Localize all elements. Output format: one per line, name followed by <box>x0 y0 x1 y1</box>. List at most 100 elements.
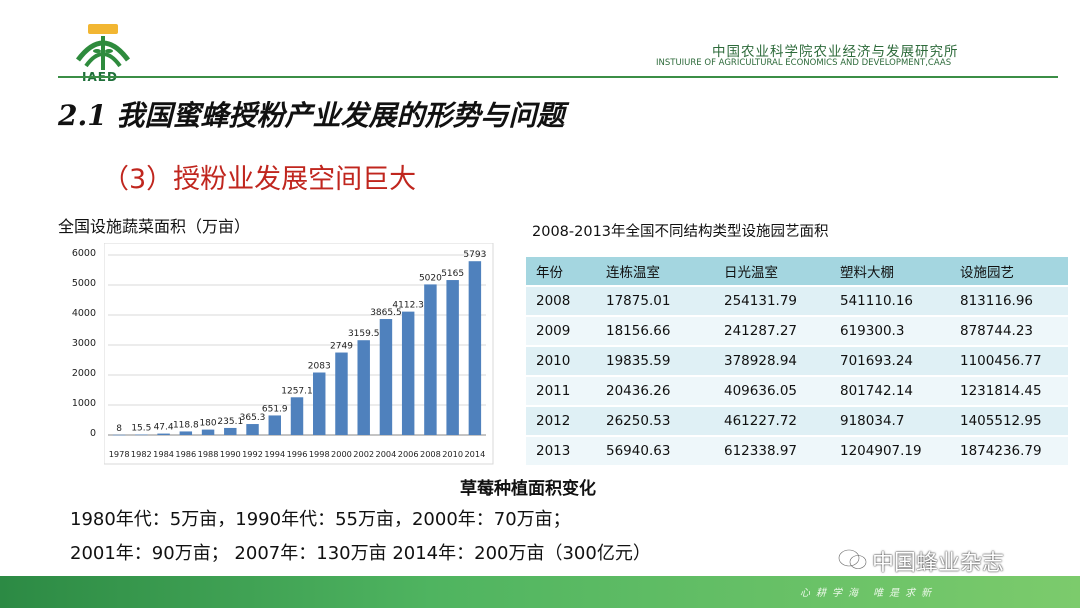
bar-value-label: 4112.3 <box>392 301 424 311</box>
bar-value-label: 8 <box>116 424 122 434</box>
table-cell: 878744.23 <box>950 315 1068 346</box>
bar-value-label: 1257.1 <box>281 386 313 396</box>
bar <box>224 427 237 435</box>
table-cell: 26250.53 <box>596 405 714 436</box>
y-tick-label: 2000 <box>71 368 96 379</box>
bar <box>201 429 215 435</box>
bar <box>468 261 482 435</box>
table-row: 2009 18156.66 241287.27 619300.3 878744.… <box>526 315 1068 346</box>
x-tick-label: 1986 <box>175 449 196 459</box>
x-tick-label: 2008 <box>420 449 441 459</box>
table-caption: 2008-2013年全国不同结构类型设施园艺面积 <box>532 224 829 240</box>
table-cell: 409636.05 <box>714 375 830 406</box>
bar <box>401 311 415 435</box>
x-tick-label: 2004 <box>376 449 397 459</box>
table-cell: 541110.16 <box>830 285 950 316</box>
header-solar-greenhouse: 日光温室 <box>714 257 830 286</box>
bar <box>135 434 148 436</box>
watermark-text: 中国蜂业杂志 <box>872 551 1005 576</box>
table-cell: 813116.96 <box>950 285 1068 316</box>
y-tick-label: 1000 <box>71 398 96 409</box>
wechat-icon <box>838 549 867 570</box>
section-title: 2.1 我国蜜蜂授粉产业发展的形势与问题 <box>58 99 565 132</box>
bar <box>313 372 326 435</box>
header-year: 年份 <box>526 257 596 286</box>
table-cell: 1405512.95 <box>950 405 1068 436</box>
x-tick-label: 2002 <box>353 449 374 459</box>
bar-value-label: 2749 <box>330 342 353 352</box>
table-row: 2010 19835.59 378928.94 701693.24 110045… <box>526 345 1068 376</box>
bar-value-label: 235.1 <box>217 417 243 427</box>
y-tick-label: 0 <box>89 428 96 439</box>
bar-value-label: 365.3 <box>240 413 266 423</box>
table-cell: 2013 <box>526 435 596 465</box>
x-tick-label: 1978 <box>109 449 130 459</box>
bar <box>424 284 437 435</box>
vegetable-area-bar-chart: 8 1978 15.5 1982 47.4 1984 118.8 1986 180 1988 235… <box>104 243 494 465</box>
footer-motto: 心耕学海 唯是求新 <box>800 588 938 599</box>
table-cell: 918034.7 <box>830 405 950 436</box>
table-row: 2011 20436.26 409636.05 801742.14 123181… <box>526 375 1068 406</box>
x-tick-label: 2000 <box>331 449 352 459</box>
bar <box>290 397 304 435</box>
table-cell: 2012 <box>526 405 596 436</box>
table-cell: 2011 <box>526 375 596 406</box>
bar-value-label: 118.8 <box>173 420 199 430</box>
bar-value-label: 47.4 <box>154 423 174 433</box>
bar <box>246 424 259 435</box>
bar-value-label: 180 <box>199 419 216 429</box>
chart-caption: 全国设施蔬菜面积（万亩） <box>58 217 251 236</box>
table-cell: 2010 <box>526 345 596 376</box>
y-tick-label: 6000 <box>71 248 96 259</box>
bar-value-label: 5165 <box>441 269 464 279</box>
header-multispan-greenhouse: 连栋温室 <box>596 257 714 286</box>
table-row: 2013 56940.63 612338.97 1204907.19 18742… <box>526 435 1068 465</box>
bar <box>379 319 393 435</box>
y-tick-label: 4000 <box>71 308 96 319</box>
facility-horticulture-table: 年份 连栋温室 日光温室 塑料大棚 设施园艺 2008 17875.01 254… <box>526 257 1068 465</box>
bar <box>357 340 370 435</box>
bar <box>112 434 126 436</box>
bar <box>179 431 193 435</box>
table-cell: 619300.3 <box>830 315 950 346</box>
x-tick-label: 2006 <box>398 449 419 459</box>
table-cell: 2009 <box>526 315 596 346</box>
table-cell: 17875.01 <box>596 285 714 316</box>
table-header-row: 年份 连栋温室 日光温室 塑料大棚 设施园艺 <box>526 257 1068 286</box>
table-cell: 378928.94 <box>714 345 830 376</box>
bar-value-label: 3159.5 <box>348 329 380 339</box>
header-facility-horticulture: 设施园艺 <box>950 257 1068 286</box>
x-tick-label: 2014 <box>464 449 485 459</box>
x-tick-label: 1990 <box>220 449 241 459</box>
bar-value-label: 5793 <box>463 250 486 260</box>
strawberry-line-1: 1980年代：5万亩，1990年代：55万亩，2000年：70万亩； <box>70 509 571 530</box>
table-cell: 20436.26 <box>596 375 714 406</box>
strawberry-title: 草莓种植面积变化 <box>460 479 596 499</box>
institute-name-cn: 中国农业科学院农业经济与发展研究所 <box>712 44 959 60</box>
x-tick-label: 2010 <box>442 449 463 459</box>
table-cell: 1204907.19 <box>830 435 950 465</box>
bar <box>268 415 281 435</box>
x-tick-label: 1982 <box>131 449 152 459</box>
table-cell: 461227.72 <box>714 405 830 436</box>
header-divider <box>58 76 1058 78</box>
x-tick-label: 1984 <box>153 449 174 459</box>
table-cell: 241287.27 <box>714 315 830 346</box>
x-tick-label: 1996 <box>287 449 308 459</box>
bar-value-label: 3865.5 <box>370 308 402 318</box>
table-cell: 612338.97 <box>714 435 830 465</box>
x-tick-label: 1998 <box>309 449 330 459</box>
bar-value-label: 2083 <box>308 362 331 372</box>
x-tick-label: 1994 <box>264 449 285 459</box>
bar <box>335 352 348 435</box>
table-cell: 254131.79 <box>714 285 830 316</box>
table-cell: 1874236.79 <box>950 435 1068 465</box>
bar-value-label: 651.9 <box>262 404 288 414</box>
table-cell: 19835.59 <box>596 345 714 376</box>
bar <box>446 280 459 435</box>
table-cell: 1100456.77 <box>950 345 1068 376</box>
table-cell: 701693.24 <box>830 345 950 376</box>
table-cell: 2008 <box>526 285 596 316</box>
strawberry-line-2: 2001年：90万亩； 2007年：130万亩 2014年：200万亩（300亿… <box>70 543 651 564</box>
x-tick-label: 1988 <box>198 449 219 459</box>
